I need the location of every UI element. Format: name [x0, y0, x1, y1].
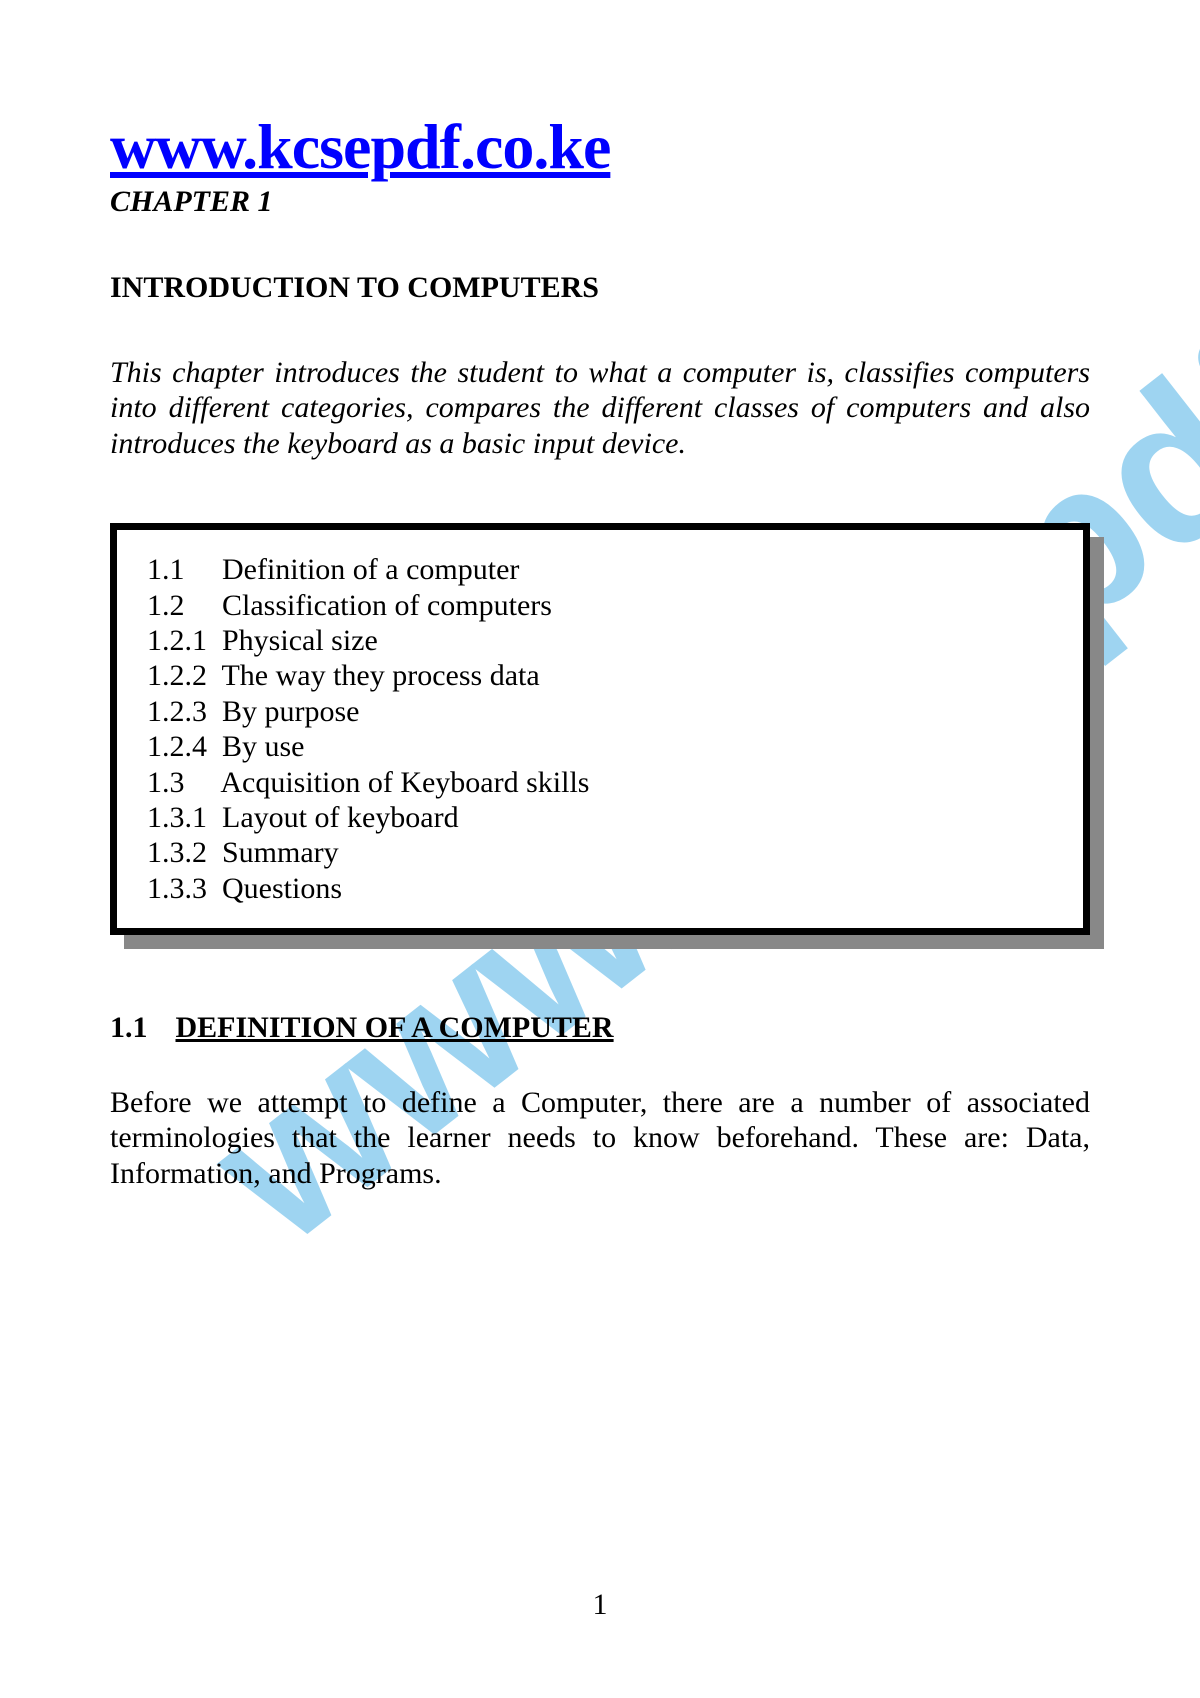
chapter-label: CHAPTER 1 [110, 185, 1090, 219]
section-title: DEFINITION OF A COMPUTER [176, 1011, 614, 1045]
intro-paragraph: This chapter introduces the student to w… [110, 355, 1090, 461]
section-heading: 1.1 DEFINITION OF A COMPUTER [110, 1011, 1090, 1045]
site-url-link[interactable]: www.kcsepdf.co.ke [110, 115, 1090, 179]
toc-container: 1.1 Definition of a computer 1.2 Classif… [110, 523, 1090, 935]
page-number: 1 [0, 1588, 1200, 1622]
toc-item: 1.2.1 Physical size [147, 623, 1053, 658]
toc-item: 1.2.4 By use [147, 729, 1053, 764]
toc-box: 1.1 Definition of a computer 1.2 Classif… [110, 523, 1090, 935]
toc-item: 1.3.2 Summary [147, 835, 1053, 870]
toc-item: 1.3.1 Layout of keyboard [147, 800, 1053, 835]
toc-item: 1.2.2 The way they process data [147, 658, 1053, 693]
section-number: 1.1 [110, 1011, 148, 1045]
toc-item: 1.1 Definition of a computer [147, 552, 1053, 587]
toc-item: 1.2.3 By purpose [147, 694, 1053, 729]
body-paragraph: Before we attempt to define a Computer, … [110, 1085, 1090, 1191]
chapter-title: INTRODUCTION TO COMPUTERS [110, 271, 1090, 305]
toc-item: 1.2 Classification of computers [147, 588, 1053, 623]
toc-item: 1.3 Acquisition of Keyboard skills [147, 765, 1053, 800]
toc-item: 1.3.3 Questions [147, 871, 1053, 906]
